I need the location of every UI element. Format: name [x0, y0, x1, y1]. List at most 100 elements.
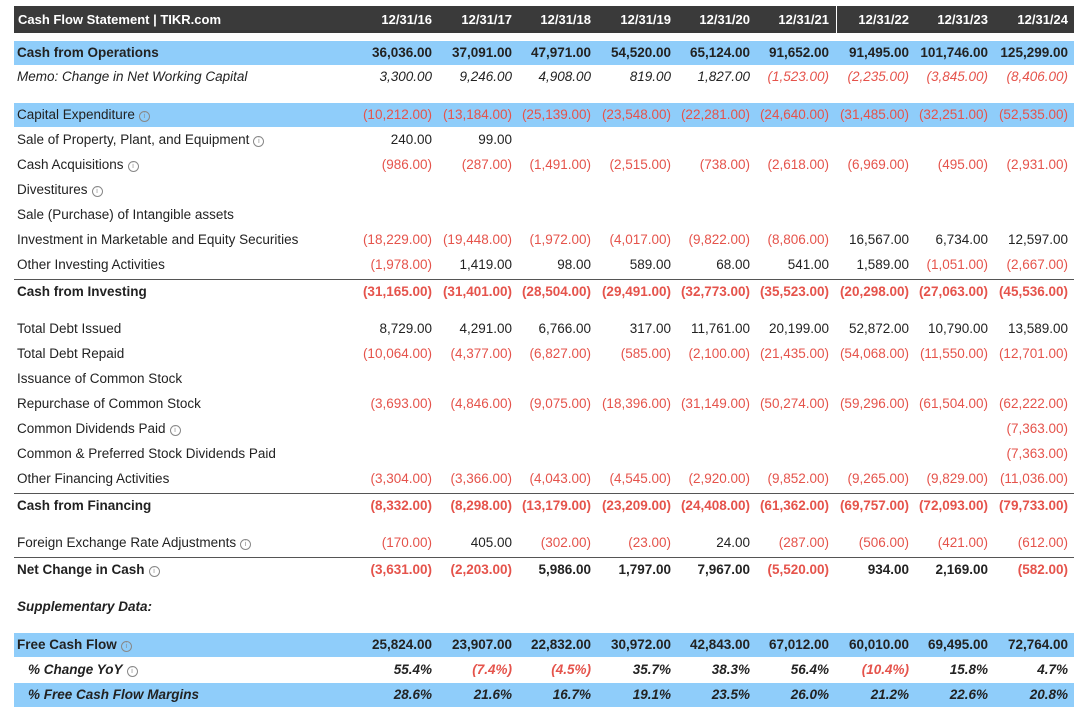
- value-cell: (1,523.00): [767, 69, 829, 84]
- value-cell: 12,597.00: [1007, 232, 1068, 247]
- row-label-text: Net Change in Cash: [17, 562, 145, 577]
- row-total-debt-issued[interactable]: Total Debt Issued 8,729.00 4,291.00 6,766.0…: [14, 317, 1074, 341]
- value-cell: (2,667.00): [1006, 257, 1068, 272]
- value-cell: 125,299.00: [1000, 45, 1068, 60]
- row-other-investing[interactable]: Other Investing Activities (1,978.00) 1,41…: [14, 253, 1074, 277]
- row-label-text: Repurchase of Common Stock: [17, 396, 201, 411]
- value-cell: (585.00): [620, 346, 671, 361]
- date-column-header[interactable]: 12/31/16: [381, 12, 432, 27]
- value-cell: 6,766.00: [538, 321, 591, 336]
- value-cell: (61,504.00): [918, 396, 988, 411]
- date-column-header[interactable]: 12/31/21: [778, 12, 829, 27]
- value-cell: (6,969.00): [847, 157, 909, 172]
- date-column-header[interactable]: 12/31/24: [1017, 12, 1068, 27]
- value-cell: 240.00: [390, 132, 432, 147]
- row-cash-acquisitions[interactable]: Cash Acquisitions i (986.00) (287.00) (1,491…: [14, 153, 1074, 177]
- row-fcf-margins[interactable]: % Free Cash Flow Margins 28.6% 21.6% 16.7% 1…: [14, 683, 1074, 707]
- date-column-header[interactable]: 12/31/18: [540, 12, 591, 27]
- value-cell: (32,773.00): [680, 284, 750, 299]
- row-label: Foreign Exchange Rate Adjustments i: [17, 531, 252, 555]
- info-icon[interactable]: i: [138, 111, 150, 122]
- row-common-preferred-dividends-paid[interactable]: Common & Preferred Stock Dividends Paid (…: [14, 442, 1074, 466]
- value-cell: 2,169.00: [935, 562, 988, 577]
- row-common-dividends-paid[interactable]: Common Dividends Paid i (7,363.00): [14, 417, 1074, 441]
- info-icon[interactable]: i: [91, 186, 103, 197]
- row-investment-securities[interactable]: Investment in Marketable and Equity Secu…: [14, 228, 1074, 252]
- row-divestitures[interactable]: Divestitures i: [14, 178, 1074, 202]
- value-cell: (19,448.00): [442, 232, 512, 247]
- value-cell: 20,199.00: [768, 321, 829, 336]
- value-cell: (18,396.00): [601, 396, 671, 411]
- row-label: Other Investing Activities: [17, 253, 165, 277]
- info-icon[interactable]: i: [169, 425, 181, 436]
- row-sale-of-ppe[interactable]: Sale of Property, Plant, and Equipment i 2…: [14, 128, 1074, 152]
- row-net-change-in-cash[interactable]: Net Change in Cash i (3,631.00) (2,203.00) 5…: [14, 558, 1074, 582]
- value-cell: (20,298.00): [839, 284, 909, 299]
- value-cell: (21,435.00): [759, 346, 829, 361]
- value-cell: 28.6%: [393, 687, 432, 702]
- date-column-header[interactable]: 12/31/23: [937, 12, 988, 27]
- value-cell: 317.00: [629, 321, 671, 336]
- value-cell: (45,536.00): [998, 284, 1068, 299]
- row-repurchase-common-stock[interactable]: Repurchase of Common Stock (3,693.00) (4,8…: [14, 392, 1074, 416]
- value-cell: 13,589.00: [1007, 321, 1068, 336]
- info-icon[interactable]: i: [240, 539, 252, 550]
- info-icon[interactable]: i: [127, 161, 139, 172]
- row-label: Capital Expenditure i: [17, 103, 150, 127]
- value-cell: (69,757.00): [839, 498, 909, 513]
- section-divider: [14, 557, 1074, 558]
- value-cell: 38.3%: [711, 662, 750, 677]
- value-cell: 47,971.00: [530, 45, 591, 60]
- value-cell: (1,972.00): [529, 232, 591, 247]
- date-column-header[interactable]: 12/31/19: [620, 12, 671, 27]
- row-label-text: Supplementary Data:: [17, 599, 153, 614]
- row-fx-rate-adjustments[interactable]: Foreign Exchange Rate Adjustments i (170.0…: [14, 531, 1074, 555]
- value-cell: 819.00: [629, 69, 671, 84]
- column-divider: [836, 6, 837, 33]
- row-sale-purchase-intangibles[interactable]: Sale (Purchase) of Intangible assets: [14, 203, 1074, 227]
- info-icon[interactable]: i: [253, 136, 265, 147]
- value-cell: (11,550.00): [919, 346, 988, 361]
- value-cell: (54,068.00): [839, 346, 909, 361]
- row-issuance-common-stock[interactable]: Issuance of Common Stock: [14, 367, 1074, 391]
- value-cell: (28,504.00): [521, 284, 591, 299]
- row-cash-from-financing[interactable]: Cash from Financing (8,332.00) (8,298.00) (…: [14, 494, 1074, 518]
- value-cell: (13,184.00): [442, 107, 512, 122]
- date-column-header[interactable]: 12/31/22: [858, 12, 909, 27]
- info-icon[interactable]: i: [120, 641, 132, 652]
- value-cell: (12,701.00): [998, 346, 1068, 361]
- row-capital-expenditure[interactable]: Capital Expenditure i (10,212.00) (13,184.0…: [14, 103, 1074, 127]
- row-fcf-change-yoy[interactable]: % Change YoY i 55.4% (7.4%) (4.5%) 35.7% 38.3%…: [14, 658, 1074, 682]
- value-cell: 56.4%: [790, 662, 829, 677]
- row-free-cash-flow[interactable]: Free Cash Flow i 25,824.00 23,907.00 22,832.…: [14, 633, 1074, 657]
- row-label: Free Cash Flow i: [17, 633, 132, 657]
- row-label: Sale of Property, Plant, and Equipment i: [17, 128, 265, 152]
- row-label: Net Change in Cash i: [17, 558, 160, 582]
- value-cell: (31,485.00): [839, 107, 909, 122]
- row-label: Memo: Change in Net Working Capital: [17, 65, 247, 89]
- value-cell: (9,265.00): [847, 471, 909, 486]
- value-cell: (27,063.00): [918, 284, 988, 299]
- row-cash-from-operations[interactable]: Cash from Operations 36,036.00 37,091.00 47…: [14, 41, 1074, 65]
- row-memo-change-nwc[interactable]: Memo: Change in Net Working Capital 3,300…: [14, 65, 1074, 89]
- value-cell: 55.4%: [393, 662, 432, 677]
- row-supplementary-data-heading[interactable]: Supplementary Data:: [14, 595, 1074, 619]
- date-column-header[interactable]: 12/31/20: [699, 12, 750, 27]
- value-cell: (8,332.00): [370, 498, 432, 513]
- row-other-financing[interactable]: Other Financing Activities (3,304.00) (3,3…: [14, 467, 1074, 491]
- row-label-text: Sale of Property, Plant, and Equipment: [17, 132, 250, 147]
- row-label-text: % Change YoY: [28, 662, 123, 677]
- value-cell: 98.00: [557, 257, 591, 272]
- value-cell: (3,845.00): [926, 69, 988, 84]
- info-icon[interactable]: i: [148, 566, 160, 577]
- row-cash-from-investing[interactable]: Cash from Investing (31,165.00) (31,401.00…: [14, 280, 1074, 304]
- info-icon[interactable]: i: [126, 666, 138, 677]
- date-column-header[interactable]: 12/31/17: [461, 12, 512, 27]
- value-cell: (2,515.00): [609, 157, 671, 172]
- value-cell: 22,832.00: [530, 637, 591, 652]
- value-cell: (170.00): [381, 535, 432, 550]
- value-cell: (18,229.00): [362, 232, 432, 247]
- value-cell: (4.5%): [551, 662, 591, 677]
- value-cell: (4,043.00): [529, 471, 591, 486]
- row-total-debt-repaid[interactable]: Total Debt Repaid (10,064.00) (4,377.00) (6…: [14, 342, 1074, 366]
